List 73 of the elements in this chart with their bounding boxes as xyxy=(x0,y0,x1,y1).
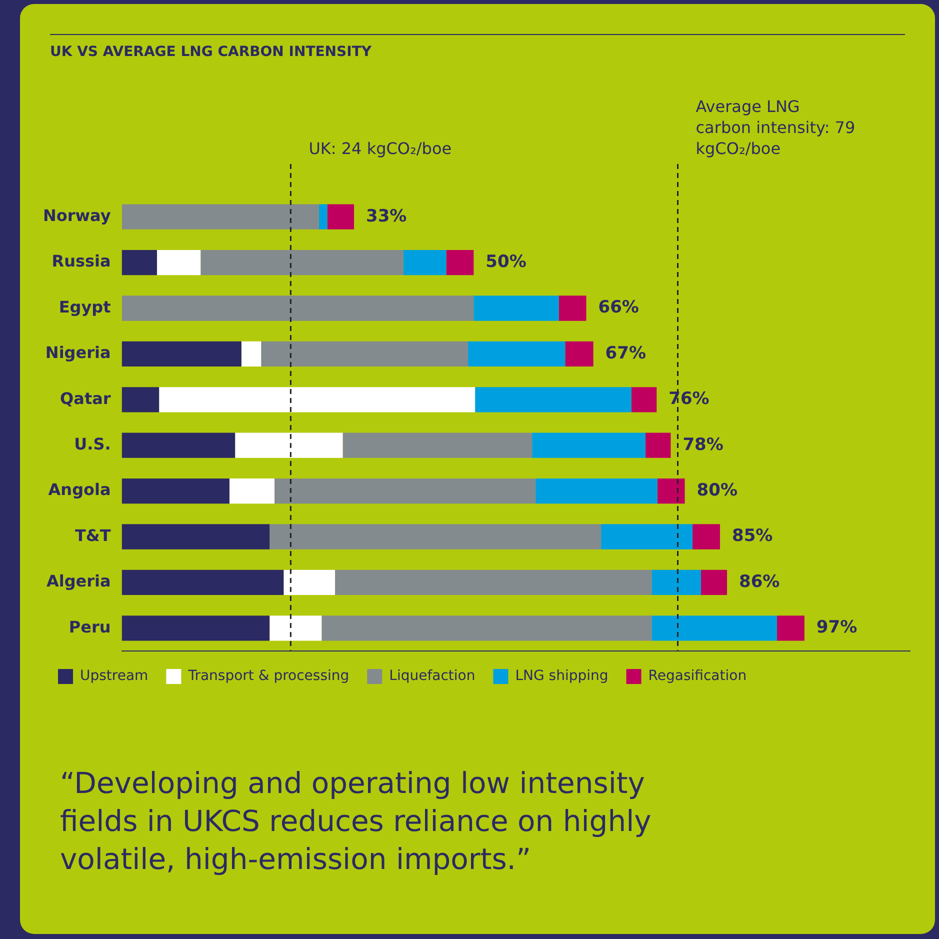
legend-label: Regasification xyxy=(648,668,747,684)
bar xyxy=(318,204,328,230)
total-label: 80% xyxy=(696,480,738,500)
bar xyxy=(558,296,586,321)
total-label: 50% xyxy=(486,252,526,272)
bar xyxy=(631,387,657,412)
bar xyxy=(652,616,777,641)
bar xyxy=(122,341,242,367)
total-label: 85% xyxy=(732,526,773,546)
y-tick-label: U.S. xyxy=(74,434,111,454)
bar xyxy=(342,432,532,458)
y-tick-label: Russia xyxy=(52,252,111,271)
bar xyxy=(122,204,319,230)
bar xyxy=(235,432,343,458)
bar xyxy=(122,570,284,596)
bar xyxy=(475,387,632,412)
chart-title: UK VS AVERAGE LNG CARBON INTENSITY xyxy=(50,44,373,60)
bar xyxy=(652,570,701,596)
bar xyxy=(274,478,536,504)
bar xyxy=(322,616,652,641)
bar xyxy=(159,387,476,412)
ref-line-label: UK: 24 kgCO₂/boe xyxy=(308,139,452,158)
bar xyxy=(700,570,728,596)
y-tick-label: Peru xyxy=(68,617,111,636)
total-label: 66% xyxy=(598,298,639,318)
y-tick-label: Egypt xyxy=(58,297,112,316)
bar xyxy=(122,524,270,550)
total-label: 86% xyxy=(739,572,780,592)
bar xyxy=(241,341,262,367)
bar xyxy=(122,250,157,276)
y-tick-label: Qatar xyxy=(60,388,111,408)
bar xyxy=(532,432,646,458)
bar xyxy=(270,616,322,641)
bar xyxy=(403,250,446,276)
bar xyxy=(601,524,693,550)
bar xyxy=(565,341,594,367)
y-tick-label: T&T xyxy=(75,526,111,545)
bar xyxy=(327,204,354,230)
bar xyxy=(261,341,468,367)
bar xyxy=(536,478,658,504)
bar xyxy=(335,570,652,596)
bar xyxy=(468,341,566,367)
total-label: 33% xyxy=(366,206,407,226)
bar xyxy=(657,478,685,504)
bar xyxy=(446,250,474,276)
total-label: 78% xyxy=(682,434,724,455)
bar xyxy=(122,432,236,458)
bar xyxy=(156,250,201,276)
legend-label: Transport & processing xyxy=(187,668,350,684)
bar xyxy=(122,387,160,412)
legend-label: Liquefaction xyxy=(389,668,476,684)
total-label: 97% xyxy=(816,618,858,638)
bar xyxy=(645,432,671,458)
ref-line-label: Average LNG carbon intensity: 79 kgCO₂/boe xyxy=(696,97,856,158)
total-label: 76% xyxy=(668,389,710,410)
legend-label: Upstream xyxy=(80,668,148,684)
bar xyxy=(776,616,804,641)
y-tick-label: Norway xyxy=(42,206,112,226)
bar xyxy=(122,616,270,641)
bar xyxy=(200,250,404,276)
text: “Developing and operating low intensity fields in UKCS reduces reliance on highly volatile, high-emission imports.” xyxy=(60,765,652,878)
y-tick-label: Algeria xyxy=(46,572,111,591)
bar xyxy=(229,478,275,504)
bar xyxy=(270,524,602,550)
bar xyxy=(284,570,336,596)
bar xyxy=(122,296,474,321)
y-tick-label: Angola xyxy=(48,480,111,500)
bar xyxy=(474,296,559,321)
bar xyxy=(692,524,720,550)
legend-label: LNG shipping xyxy=(515,668,608,684)
y-tick-label: Nigeria xyxy=(45,343,111,362)
total-label: 67% xyxy=(605,343,646,364)
bar xyxy=(122,478,230,504)
